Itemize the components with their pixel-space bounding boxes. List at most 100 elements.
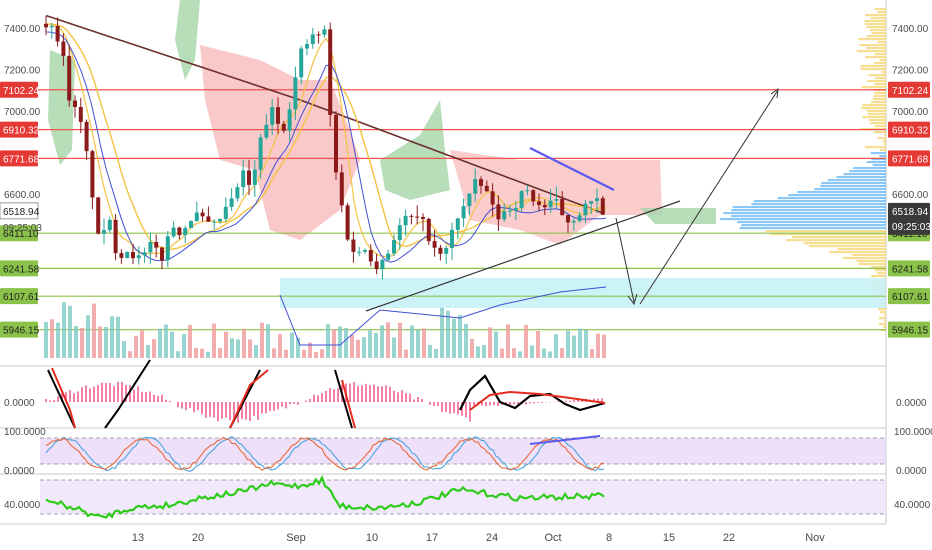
rsi-panel [45,474,605,519]
candle-body [577,215,582,221]
right-level-tag [888,260,930,277]
x-axis-tick-label: Oct [544,532,561,544]
volume-bar [344,327,348,358]
candle-body [177,227,182,236]
volume-bar [248,339,252,358]
volume-profile-bar [865,56,886,59]
volume-profile-bar [860,65,886,68]
volume-bar [506,324,510,358]
volume-bar [278,333,282,358]
candle-body [432,241,437,248]
candle-body [560,198,565,216]
volume-bar [152,339,156,358]
volume-profile-bar [862,104,886,107]
volume-profile-bar [797,191,886,194]
volume-profile-bar [871,275,886,278]
right-level-tag [888,81,930,98]
volume-bar [584,329,588,358]
volume-profile-bar [884,320,886,323]
volume-profile-bar [867,80,886,83]
volume-profile-bar [874,125,886,128]
candle-body [554,198,559,201]
volume-profile-bar [837,248,886,251]
volume-profile-bar [865,14,886,17]
volume-profile-bar [868,74,886,77]
cloud-red [200,45,360,240]
volume-profile-bar [870,266,886,269]
candle-body [386,253,391,260]
candle-body [119,253,124,258]
stoch-band [40,438,886,464]
volume-profile-bar [820,185,886,188]
volume-profile-bar [859,44,886,47]
volume-bar [410,325,414,358]
volume-profile-bar [873,131,886,134]
volume-profile-bar [878,317,886,320]
candle-body [276,107,280,124]
volume-profile-bar [879,311,886,314]
volume-profile-bar [788,194,886,197]
volume-profile-bar [873,62,886,65]
volume-profile-bar [861,107,886,110]
candle-body [571,220,576,223]
volume-bar [494,331,498,358]
candle-body [548,200,553,208]
candle-body [589,201,594,204]
candle-body [148,242,153,253]
cloud-green [175,0,200,80]
volume-bar [296,337,300,358]
volume-profile-bar [872,164,886,167]
volume-profile-bar [874,269,886,272]
volume-profile-bar [879,59,886,62]
volume-profile-bar [737,221,886,224]
volume-bar [590,348,594,358]
left-level-tag-label: 6771.68 [3,154,40,165]
volume-bar [428,344,432,358]
candle-body [293,77,298,110]
volume-bar [542,348,546,358]
volume-bar [182,333,186,358]
volume-profile-bar [769,233,886,236]
x-axis-tick-label: 20 [192,532,204,544]
candle-body [583,203,588,216]
right-axis-tick-label: 7200.00 [892,66,929,77]
projection-down-arrow [615,217,635,303]
candle-body [600,198,605,215]
candle-body [229,198,234,207]
volume-bar [362,337,366,358]
volume-profile-bar [851,254,886,257]
volume-bar [536,331,540,358]
volume-profile-bar [874,53,886,56]
candle-body [537,201,541,206]
time-axis: 13 20 Sep 10 17 24 Oct 8 15 22 Nov [132,532,825,544]
volume-profile-bar [871,32,886,35]
left-axis-tick-label: 7200.00 [4,66,41,77]
volume-bar [194,347,198,358]
volume-profile-bar [860,68,886,71]
candle-body [467,193,472,207]
volume-profile-bar [829,251,886,254]
candle-body [78,106,83,122]
volume-profile-bar [777,197,886,200]
volume-bar [488,327,492,358]
right-level-tag-label: 6241.58 [892,264,929,275]
candle-body [450,229,454,248]
volume-bar [212,323,216,358]
candle-body [363,250,367,252]
volume-bar [230,338,234,358]
volume-bar [170,331,174,358]
candle-body [241,170,246,188]
right-axis-tick-label: 7000.00 [892,107,929,118]
volume-bar [380,325,384,358]
volume-bar [470,338,474,358]
volume-bar [518,351,522,358]
candle-body [421,216,425,219]
volume-profile-bar [849,170,886,173]
left-level-tag [0,81,38,98]
candle-body [67,55,72,101]
candle-body [305,44,309,49]
volume-profile-bar [864,20,886,23]
candle-body [189,221,193,228]
candle-body [136,255,141,259]
